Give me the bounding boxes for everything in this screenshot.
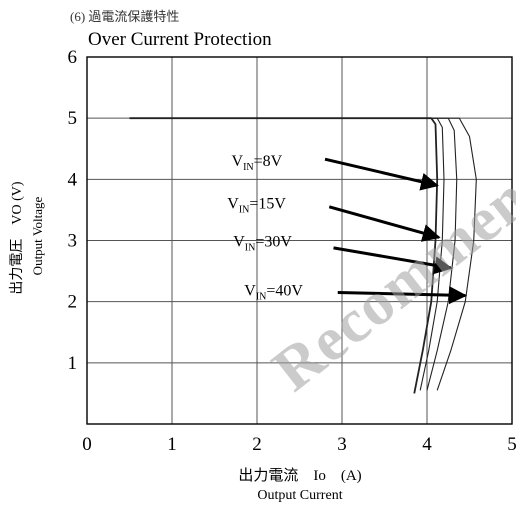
series-label: VIN=30V bbox=[233, 234, 292, 254]
y-tick-label: 4 bbox=[68, 169, 78, 190]
series-labels: VIN=8V VIN=15V VIN=30V VIN=40V bbox=[227, 153, 303, 303]
y-tick-label: 3 bbox=[68, 231, 78, 252]
x-axis-label-en: Output Current bbox=[180, 488, 420, 504]
y-tick-label: 2 bbox=[68, 292, 78, 313]
y-tick-label: 6 bbox=[68, 47, 78, 68]
x-tick-label: 0 bbox=[82, 434, 92, 455]
x-tick-label: 4 bbox=[422, 434, 432, 455]
x-tick-label: 2 bbox=[252, 434, 262, 455]
x-axis-label-jp: 出力電流 Io (A) bbox=[180, 464, 420, 485]
series-label: VIN=40V bbox=[244, 283, 303, 303]
x-tick-label: 3 bbox=[337, 434, 347, 455]
y-tick-label: 5 bbox=[68, 108, 78, 129]
series-label: VIN=8V bbox=[232, 153, 283, 173]
y-axis-label-en: Output Voltage bbox=[30, 166, 46, 306]
y-tick-label: 1 bbox=[68, 353, 78, 374]
series-label: VIN=15V bbox=[227, 196, 286, 216]
x-tick-label: 5 bbox=[507, 434, 516, 455]
x-tick-label: 1 bbox=[167, 434, 177, 455]
y-axis-label-jp: 出力電圧 VO (V) bbox=[6, 158, 26, 318]
